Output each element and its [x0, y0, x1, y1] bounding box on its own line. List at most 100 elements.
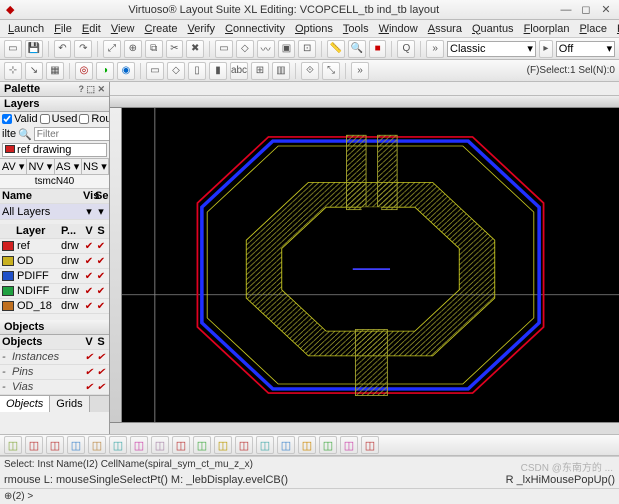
ltb-1[interactable]: ◫ — [25, 436, 43, 454]
tb-via-icon[interactable]: ⊡ — [298, 40, 316, 58]
tb-path-icon[interactable]: 〰 — [257, 40, 275, 58]
filter-input[interactable] — [34, 127, 110, 141]
tb2-l-icon[interactable]: ⊞ — [251, 62, 269, 80]
menu-create[interactable]: Create — [140, 22, 181, 36]
tb-ruler-icon[interactable]: 📏 — [327, 40, 345, 58]
view-tabs: AV ▾NV ▾AS ▾NS ▾ — [0, 158, 109, 175]
menu-connectivity[interactable]: Connectivity — [221, 22, 289, 36]
tb-find-icon[interactable]: 🔍 — [348, 40, 366, 58]
tb2-h-icon[interactable]: ◇ — [167, 62, 185, 80]
viewtab-NS[interactable]: NS ▾ — [82, 159, 109, 174]
ltb-6[interactable]: ◫ — [130, 436, 148, 454]
hscroll[interactable] — [110, 422, 619, 434]
viewtab-NV[interactable]: NV ▾ — [27, 159, 54, 174]
ltb-4[interactable]: ◫ — [88, 436, 106, 454]
tb2-i-icon[interactable]: ▯ — [188, 62, 206, 80]
max-button[interactable]: ◻ — [579, 3, 593, 16]
ltb-12[interactable]: ◫ — [256, 436, 274, 454]
prompt[interactable]: ⊕(2) > — [0, 488, 619, 504]
tb2-k-icon[interactable]: abc — [230, 62, 248, 80]
workspace-combo[interactable]: Classic▾ — [447, 41, 536, 57]
menu-quantus[interactable]: Quantus — [468, 22, 518, 36]
menu-options[interactable]: Options — [291, 22, 337, 36]
menu-assura[interactable]: Assura — [424, 22, 466, 36]
ltb-9[interactable]: ◫ — [193, 436, 211, 454]
ltb-5[interactable]: ◫ — [109, 436, 127, 454]
object-row[interactable]: -Pins✔✔ — [0, 365, 109, 380]
ltb-7[interactable]: ◫ — [151, 436, 169, 454]
tb-save-icon[interactable]: 💾 — [25, 40, 43, 58]
tb-cut-icon[interactable]: ✂ — [166, 40, 184, 58]
layer-row[interactable]: refdrw✔✔ — [0, 239, 109, 254]
ltb-10[interactable]: ◫ — [214, 436, 232, 454]
app-icon: ◆ — [6, 3, 14, 16]
paltab-grids[interactable]: Grids — [50, 396, 89, 412]
chk-routing[interactable] — [79, 114, 89, 124]
ltb-13[interactable]: ◫ — [277, 436, 295, 454]
tb2-e-icon[interactable]: ◑ — [96, 62, 114, 80]
ltb-11[interactable]: ◫ — [235, 436, 253, 454]
layer-row[interactable]: NDIFFdrw✔✔ — [0, 284, 109, 299]
tb2-c-icon[interactable]: ▦ — [46, 62, 64, 80]
tb2-o-icon[interactable]: ⤡ — [322, 62, 340, 80]
ltb-15[interactable]: ◫ — [319, 436, 337, 454]
tb-del-icon[interactable]: ✖ — [186, 40, 204, 58]
tb2-n-icon[interactable]: ⟐ — [301, 62, 319, 80]
tb-go-icon[interactable]: ▸ — [539, 40, 553, 58]
tb-zoom-icon[interactable]: ⊕ — [124, 40, 142, 58]
tb-poly-icon[interactable]: ◇ — [236, 40, 254, 58]
active-layer-combo[interactable]: ref drawing — [2, 143, 107, 157]
chk-used[interactable] — [40, 114, 50, 124]
menu-floorplan[interactable]: Floorplan — [520, 22, 574, 36]
ltb-16[interactable]: ◫ — [340, 436, 358, 454]
ltb-8[interactable]: ◫ — [172, 436, 190, 454]
ltb-17[interactable]: ◫ — [361, 436, 379, 454]
viewtab-AV[interactable]: AV ▾ — [0, 159, 27, 174]
object-row[interactable]: -Vias✔✔ — [0, 380, 109, 395]
objects-title: Objects — [0, 320, 109, 335]
tb-undo-icon[interactable]: ↶ — [54, 40, 72, 58]
tb-q-icon[interactable]: Q — [397, 40, 415, 58]
menu-file[interactable]: File — [50, 22, 76, 36]
object-row[interactable]: -Instances✔✔ — [0, 350, 109, 365]
tb-copy-icon[interactable]: ⧉ — [145, 40, 163, 58]
menu-view[interactable]: View — [107, 22, 139, 36]
tb-m-icon[interactable]: » — [426, 40, 444, 58]
layout-canvas[interactable] — [122, 108, 619, 422]
tb-rect-icon[interactable]: ▭ — [215, 40, 233, 58]
ltb-3[interactable]: ◫ — [67, 436, 85, 454]
min-button[interactable]: — — [559, 4, 573, 16]
tb-open-icon[interactable]: ▭ — [4, 40, 22, 58]
layer-row[interactable]: PDIFFdrw✔✔ — [0, 269, 109, 284]
ltb-0[interactable]: ◫ — [4, 436, 22, 454]
tb2-f-icon[interactable]: ◉ — [117, 62, 135, 80]
tb2-m-icon[interactable]: ▥ — [272, 62, 290, 80]
menu-route[interactable]: Route — [613, 22, 619, 36]
menu-tools[interactable]: Tools — [339, 22, 373, 36]
tb-redo-icon[interactable]: ↷ — [74, 40, 92, 58]
tb-inst-icon[interactable]: ▣ — [278, 40, 296, 58]
chk-valid[interactable] — [2, 114, 12, 124]
tb2-p-icon[interactable]: » — [351, 62, 369, 80]
tb2-g-icon[interactable]: ▭ — [146, 62, 164, 80]
menu-window[interactable]: Window — [375, 22, 422, 36]
tb2-a-icon[interactable]: ⊹ — [4, 62, 22, 80]
tb-stop-icon[interactable]: ■ — [369, 40, 387, 58]
tb2-b-icon[interactable]: ↘ — [25, 62, 43, 80]
menu-launch[interactable]: Launch — [4, 22, 48, 36]
layer-row[interactable]: ODdrw✔✔ — [0, 254, 109, 269]
paltab-objects[interactable]: Objects — [0, 396, 50, 412]
close-button[interactable]: ✕ — [599, 3, 613, 16]
tb2-j-icon[interactable]: ▮ — [209, 62, 227, 80]
viewtab-AS[interactable]: AS ▾ — [55, 159, 82, 174]
filter-icon[interactable]: 🔍 — [18, 128, 32, 141]
menu-edit[interactable]: Edit — [78, 22, 105, 36]
snap-combo[interactable]: Off▾ — [556, 41, 615, 57]
ltb-2[interactable]: ◫ — [46, 436, 64, 454]
menu-verify[interactable]: Verify — [184, 22, 220, 36]
ltb-14[interactable]: ◫ — [298, 436, 316, 454]
layer-row[interactable]: OD_18drw✔✔ — [0, 299, 109, 314]
tb-zoomfit-icon[interactable]: ⤢ — [103, 40, 121, 58]
tb2-d-icon[interactable]: ◎ — [75, 62, 93, 80]
menu-place[interactable]: Place — [575, 22, 611, 36]
